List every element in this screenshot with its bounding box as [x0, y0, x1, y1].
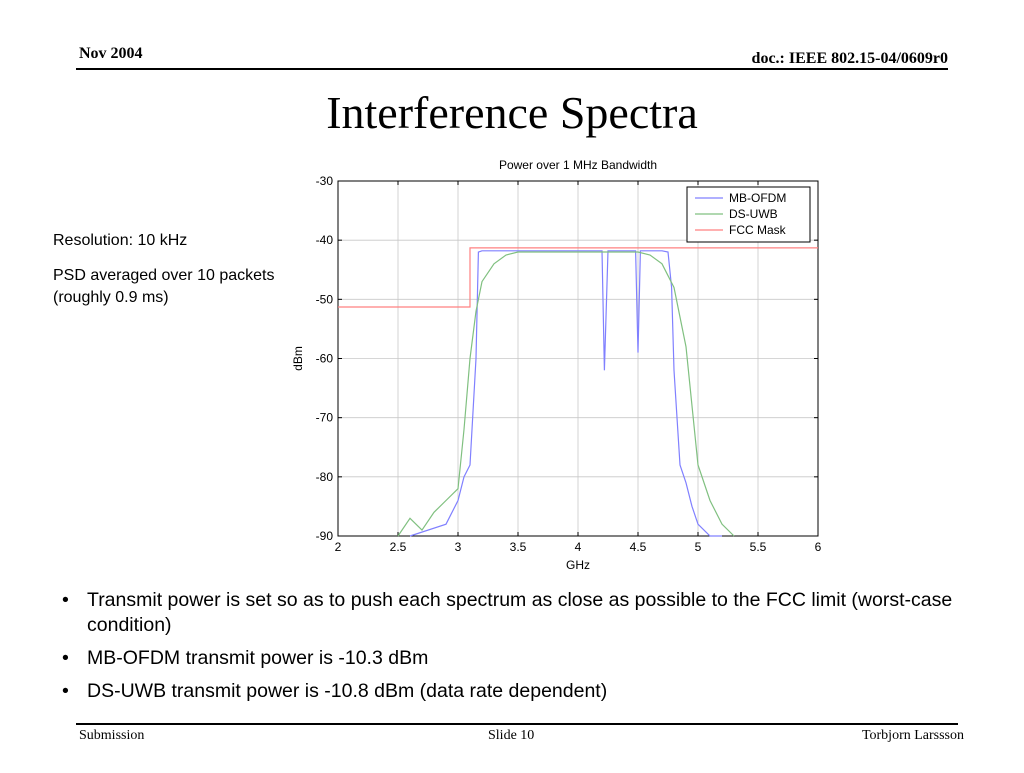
y-tick-label: -50	[316, 292, 334, 306]
x-tick-label: 5	[695, 540, 702, 554]
series-line-ds-uwb	[397, 251, 735, 537]
footer-slide-number: Slide 10	[488, 728, 535, 743]
x-tick-label: 5.5	[750, 540, 767, 554]
x-tick-label: 4.5	[630, 540, 647, 554]
bullet-item: • MB-OFDM transmit power is -10.3 dBm	[62, 646, 962, 671]
y-axis-label: dBm	[291, 346, 305, 371]
x-tick-label: 3	[455, 540, 462, 554]
slide-title: Interference Spectra	[326, 87, 698, 138]
resolution-note: Resolution: 10 kHz	[53, 232, 188, 249]
bullet-list: • Transmit power is set so as to push eac…	[62, 588, 962, 712]
bullet-text: DS-UWB transmit power is -10.8 dBm (data…	[87, 680, 608, 702]
x-tick-label: 4	[575, 540, 582, 554]
x-tick-label: 6	[815, 540, 822, 554]
legend-label: MB-OFDM	[729, 191, 786, 205]
chart-title: Power over 1 MHz Bandwidth	[499, 158, 657, 172]
header-doc-id: doc.: IEEE 802.15-04/0609r0	[751, 50, 948, 67]
bullet-text: Transmit power is set so as to push each…	[87, 589, 953, 636]
y-tick-label: -40	[316, 233, 334, 247]
psd-note: PSD averaged over 10 packets (roughly 0.…	[53, 267, 275, 306]
x-tick-label: 3.5	[510, 540, 527, 554]
x-axis-label: GHz	[566, 558, 590, 572]
y-tick-label: -60	[316, 352, 334, 366]
bullet-marker: •	[62, 680, 69, 702]
bullet-marker: •	[62, 647, 69, 669]
bullet-item: • DS-UWB transmit power is -10.8 dBm (dat…	[62, 679, 962, 704]
legend-label: DS-UWB	[729, 207, 778, 221]
series-line-mb-ofdm	[409, 250, 722, 537]
footer-author: Torbjorn Larssson	[861, 728, 964, 743]
footer-divider	[76, 723, 958, 725]
header-divider	[76, 68, 948, 70]
series-line-fcc-mask	[338, 247, 818, 308]
bullet-item: • Transmit power is set so as to push eac…	[62, 588, 962, 638]
header-date: Nov 2004	[79, 45, 143, 62]
y-tick-label: -80	[316, 470, 334, 484]
y-tick-label: -70	[316, 411, 334, 425]
bullet-text: MB-OFDM transmit power is -10.3 dBm	[87, 647, 429, 669]
x-tick-label: 2.5	[390, 540, 407, 554]
x-tick-label: 2	[335, 540, 342, 554]
footer-submission: Submission	[79, 728, 145, 743]
legend-label: FCC Mask	[729, 223, 787, 237]
bullet-marker: •	[62, 589, 69, 611]
y-tick-label: -90	[316, 529, 334, 543]
y-tick-label: -30	[316, 174, 334, 188]
